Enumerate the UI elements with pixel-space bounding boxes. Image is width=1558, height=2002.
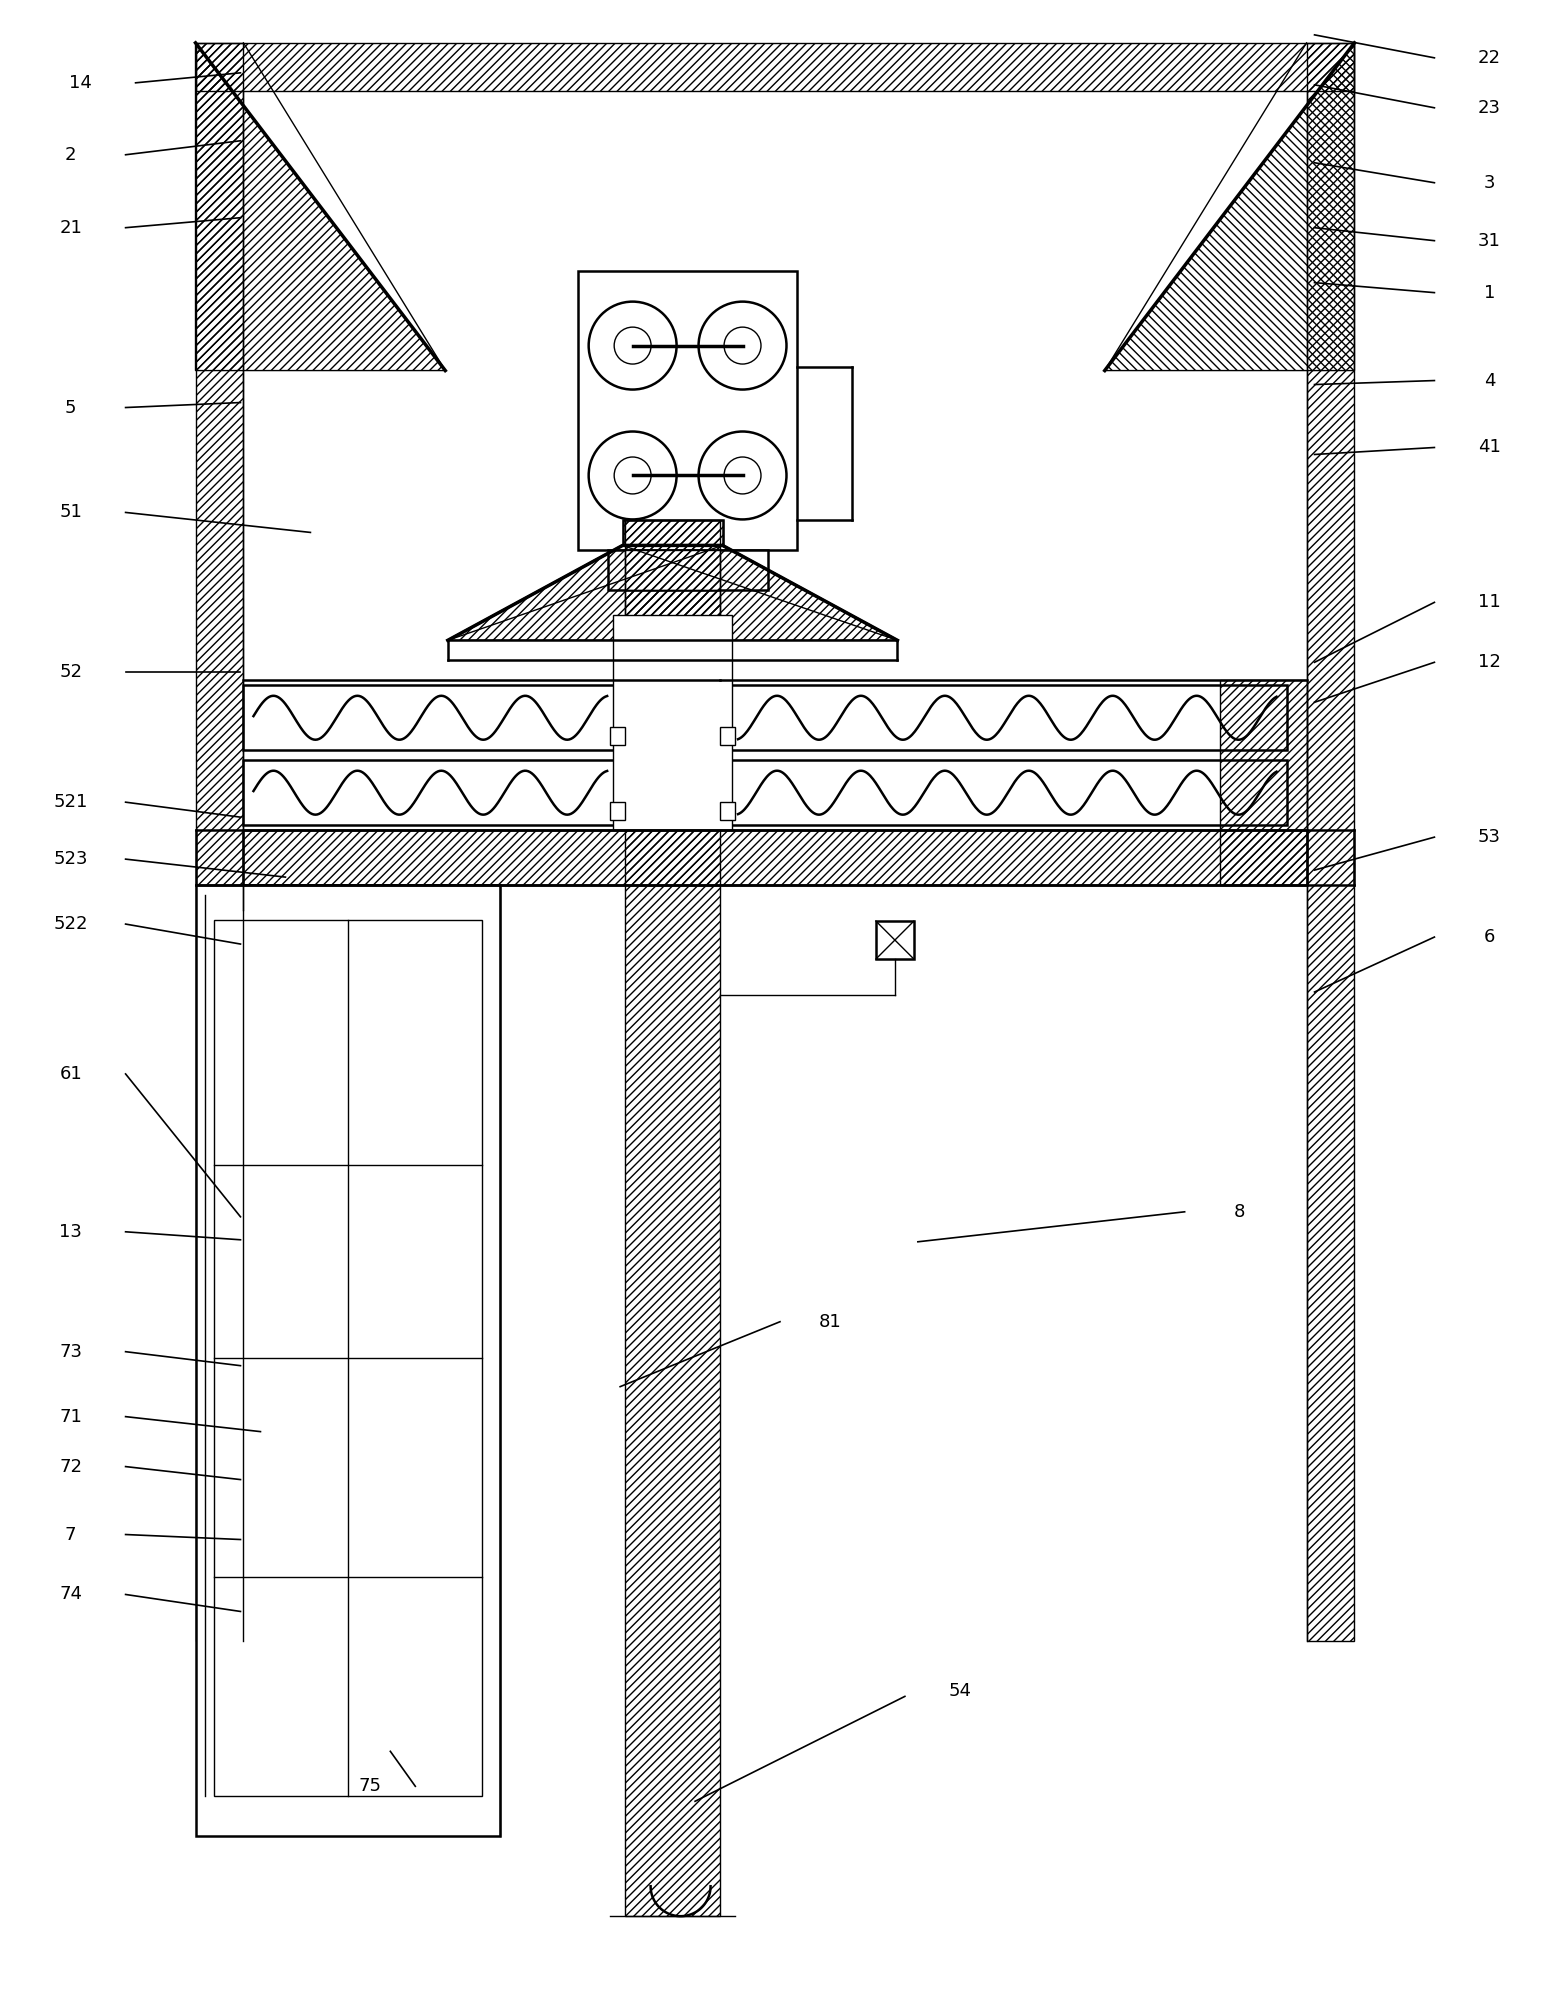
Text: 7: 7: [65, 1526, 76, 1544]
Text: 523: 523: [53, 851, 87, 869]
Circle shape: [698, 302, 787, 390]
Text: 1: 1: [1483, 284, 1496, 302]
Bar: [625, 521, 720, 675]
Text: 14: 14: [69, 74, 92, 92]
Text: 23: 23: [1479, 98, 1500, 116]
Bar: [213, 921, 483, 1796]
Bar: [243, 685, 617, 751]
Bar: [608, 551, 768, 591]
Bar: [243, 761, 617, 825]
Bar: [623, 521, 723, 545]
Text: 8: 8: [1234, 1203, 1245, 1221]
Bar: [876, 921, 915, 959]
Text: 61: 61: [59, 1065, 83, 1083]
Text: 13: 13: [59, 1223, 83, 1241]
Bar: [243, 831, 1307, 885]
Text: 521: 521: [53, 793, 87, 811]
Bar: [728, 761, 1287, 825]
Bar: [623, 521, 723, 545]
Text: 11: 11: [1479, 593, 1500, 611]
Bar: [625, 591, 720, 1916]
Text: 522: 522: [53, 915, 87, 933]
Circle shape: [589, 432, 676, 519]
Text: 71: 71: [59, 1407, 83, 1425]
Bar: [720, 803, 735, 821]
Bar: [195, 42, 243, 1642]
Circle shape: [614, 456, 651, 494]
Text: 54: 54: [949, 1682, 971, 1700]
Circle shape: [724, 456, 760, 494]
Bar: [625, 551, 720, 591]
Bar: [611, 803, 625, 821]
Bar: [578, 270, 798, 551]
Bar: [1307, 42, 1354, 1642]
Text: 51: 51: [59, 503, 83, 521]
Bar: [195, 885, 500, 1836]
Text: 41: 41: [1479, 438, 1500, 456]
Text: 12: 12: [1479, 653, 1500, 671]
Circle shape: [724, 326, 760, 364]
Text: 52: 52: [59, 663, 83, 681]
Circle shape: [614, 326, 651, 364]
Text: 5: 5: [65, 398, 76, 416]
Text: 75: 75: [358, 1778, 382, 1796]
Text: 74: 74: [59, 1586, 83, 1604]
Text: 6: 6: [1483, 929, 1496, 947]
Text: 53: 53: [1479, 829, 1500, 847]
Bar: [195, 42, 1354, 90]
Text: 3: 3: [1483, 174, 1496, 192]
Text: 73: 73: [59, 1343, 83, 1361]
Circle shape: [698, 432, 787, 519]
Text: 72: 72: [59, 1457, 83, 1475]
Bar: [243, 885, 279, 911]
Text: 21: 21: [59, 218, 83, 236]
Text: 81: 81: [818, 1313, 841, 1331]
Text: 22: 22: [1479, 48, 1500, 66]
Bar: [614, 615, 732, 831]
Bar: [720, 727, 735, 745]
Bar: [611, 727, 625, 745]
Text: 2: 2: [65, 146, 76, 164]
Bar: [279, 895, 293, 911]
Bar: [728, 685, 1287, 751]
Bar: [1220, 681, 1307, 885]
Text: 31: 31: [1479, 232, 1500, 250]
Circle shape: [589, 302, 676, 390]
Text: 4: 4: [1483, 372, 1496, 390]
